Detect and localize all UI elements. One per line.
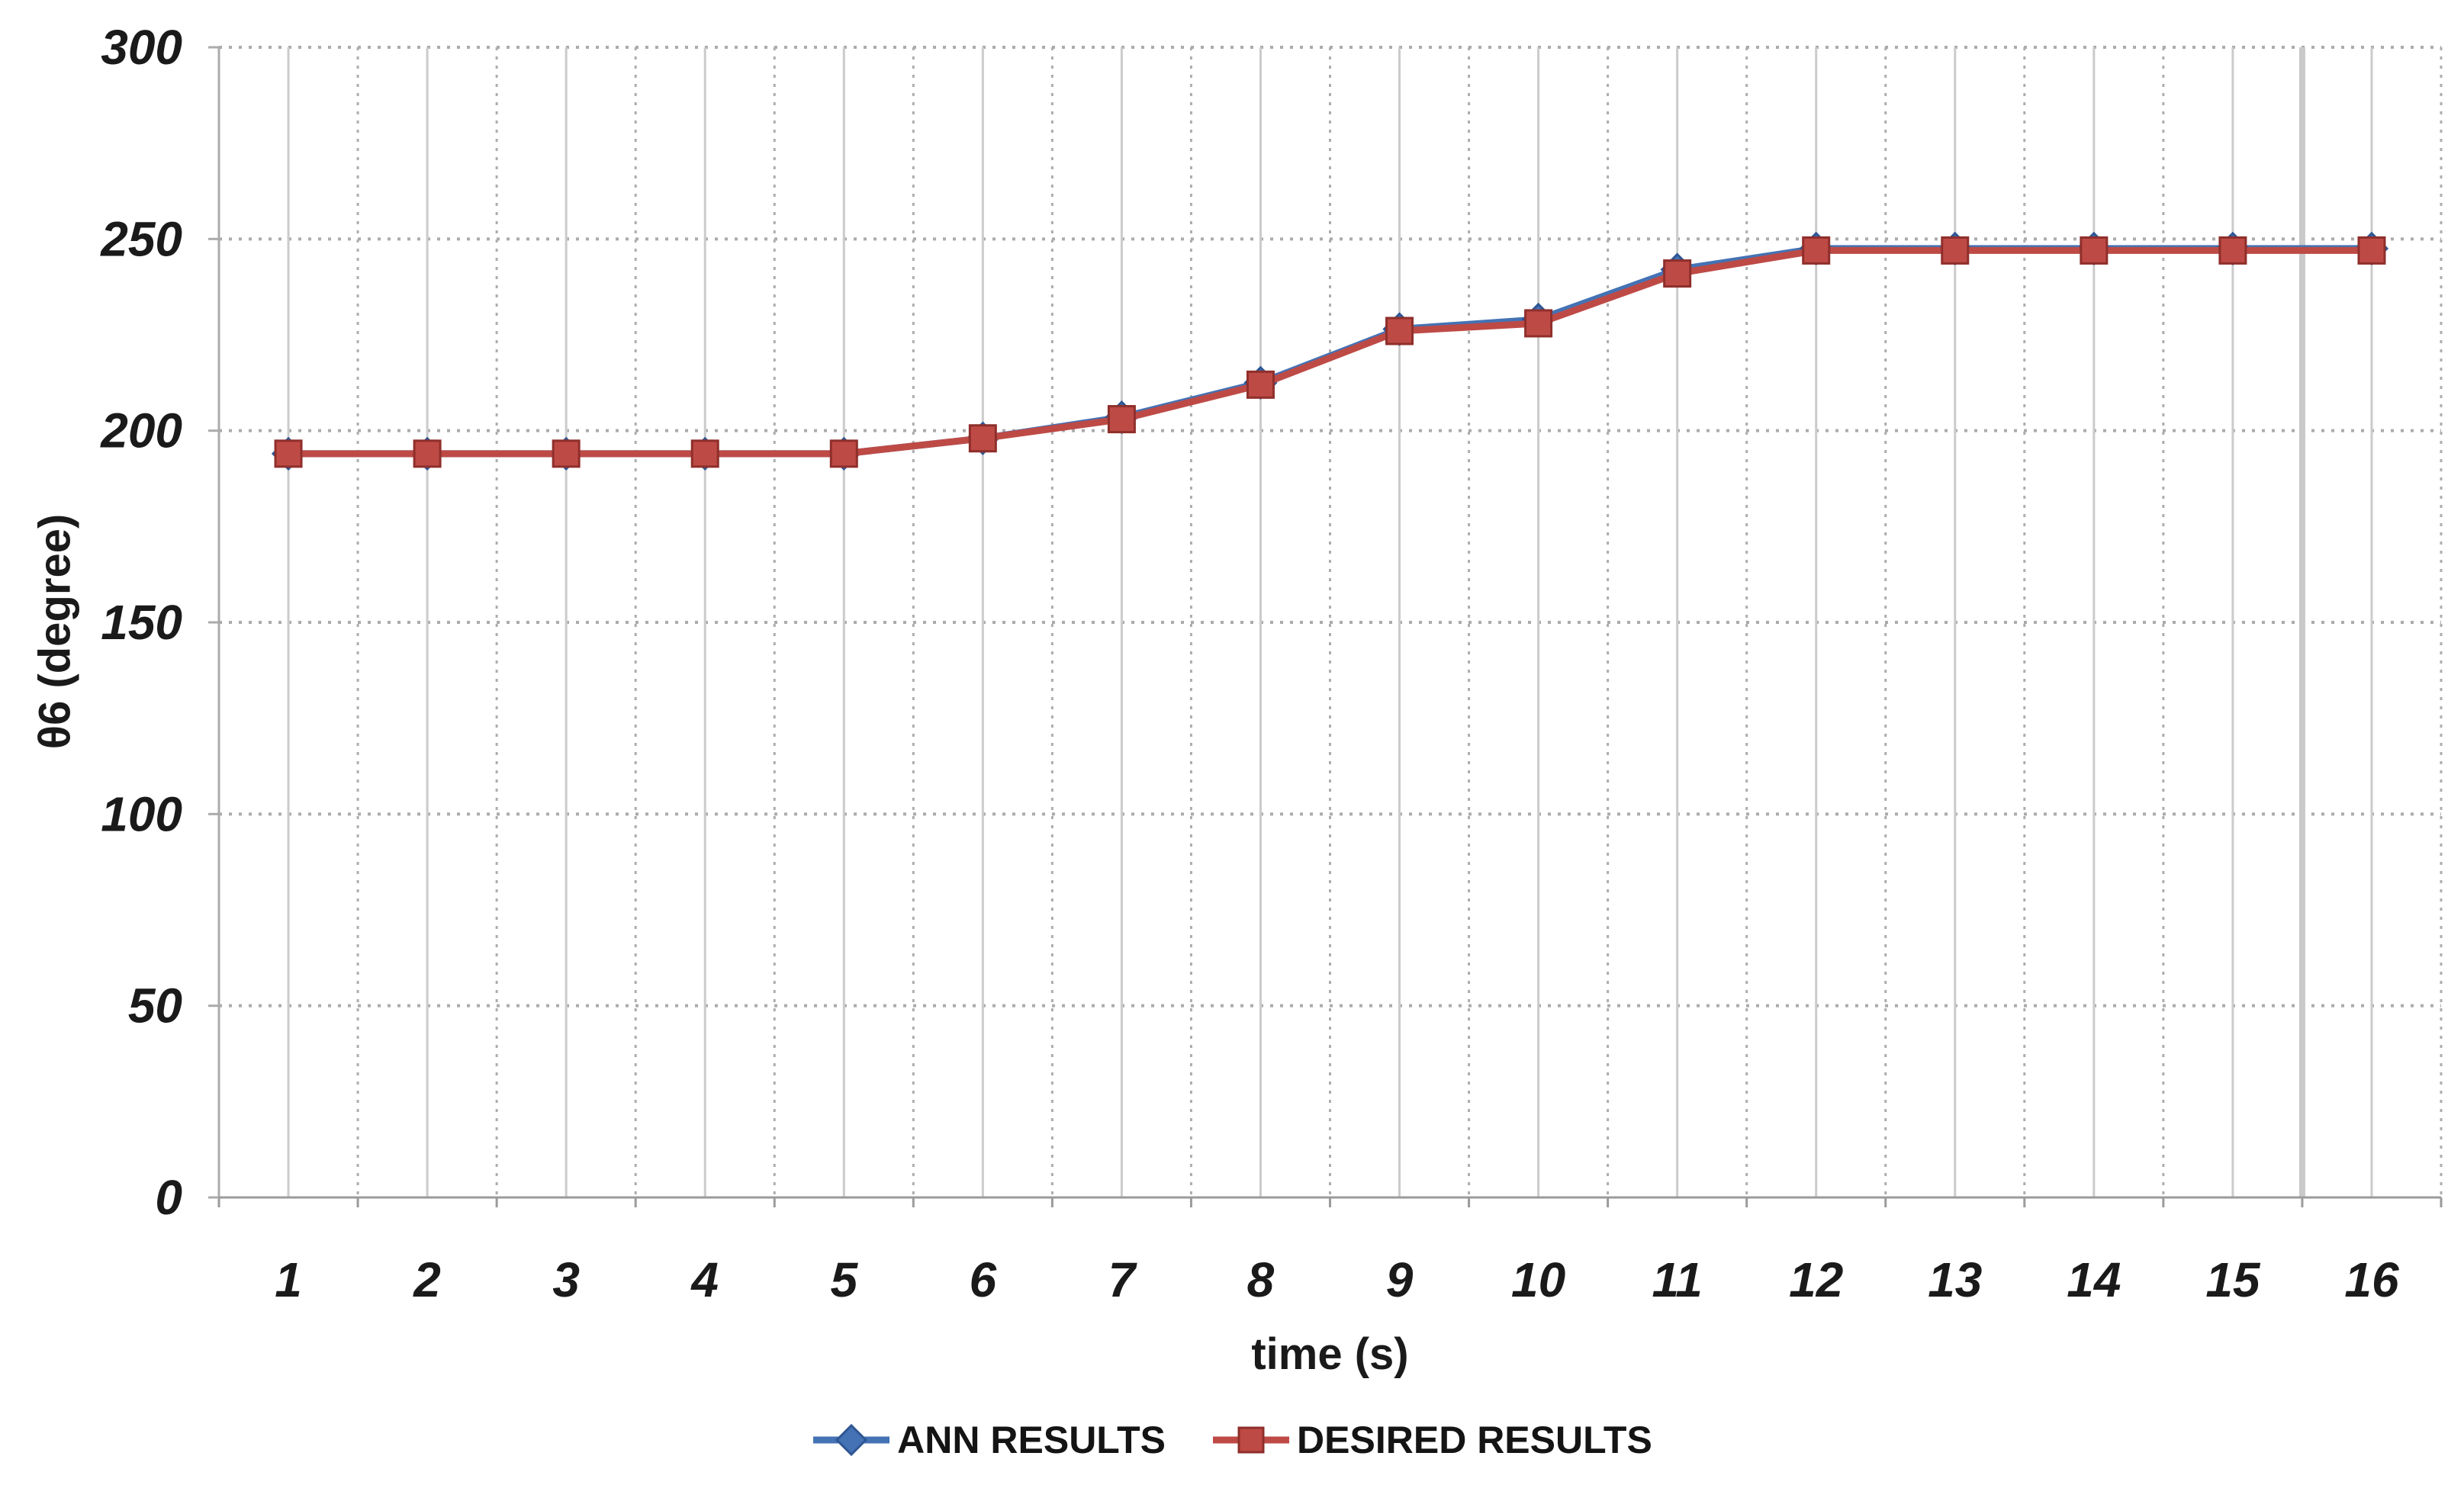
data-point-marker — [1385, 317, 1414, 346]
y-tick-label: 150 — [101, 595, 182, 650]
x-tick-label: 4 — [690, 1252, 719, 1307]
x-tick-label: 6 — [970, 1252, 997, 1307]
y-tick-label: 100 — [101, 786, 182, 841]
data-point-marker — [274, 439, 303, 468]
data-point-marker — [413, 439, 442, 468]
desired-series-swatch-icon — [1213, 1426, 1290, 1454]
x-tick-label: 9 — [1386, 1252, 1414, 1307]
y-tick-label: 200 — [100, 403, 182, 458]
x-axis-title: time (s) — [1251, 1329, 1409, 1379]
ann-series-swatch-icon — [813, 1423, 890, 1457]
data-point-marker — [1107, 405, 1136, 434]
x-tick-label: 3 — [552, 1252, 580, 1307]
data-point-marker — [2357, 236, 2386, 265]
y-tick-label: 250 — [100, 211, 182, 266]
x-tick-label: 16 — [2344, 1252, 2399, 1307]
legend-label-ann: ANN RESULTS — [897, 1419, 1166, 1461]
x-tick-label: 12 — [1789, 1252, 1843, 1307]
data-point-marker — [1663, 259, 1692, 288]
x-tick-label: 10 — [1511, 1252, 1565, 1307]
x-tick-label: 11 — [1652, 1252, 1702, 1307]
data-point-marker — [1524, 309, 1553, 338]
y-tick-label: 50 — [128, 979, 182, 1033]
x-tick-label: 15 — [2205, 1252, 2261, 1307]
legend-item-desired-results: DESIRED RESULTS — [1211, 1416, 1652, 1464]
y-axis-title: θ6 (degree) — [30, 513, 80, 750]
data-point-marker — [690, 439, 719, 468]
x-tick-label: 13 — [1928, 1252, 1982, 1307]
legend-label-desired: DESIRED RESULTS — [1297, 1419, 1652, 1461]
x-tick-label: 2 — [413, 1252, 441, 1307]
legend-item-ann-results: ANN RESULTS — [812, 1416, 1166, 1464]
x-tick-label: 1 — [275, 1252, 302, 1307]
data-point-marker — [829, 439, 858, 468]
x-tick-label: 5 — [830, 1252, 858, 1307]
x-tick-label: 14 — [2067, 1252, 2121, 1307]
data-point-marker — [1941, 236, 1970, 265]
data-point-marker — [968, 424, 997, 453]
x-tick-label: 7 — [1108, 1252, 1138, 1307]
y-tick-label: 0 — [155, 1170, 182, 1225]
legend: ANN RESULTS DESIRED RESULTS — [0, 1416, 2464, 1464]
data-point-marker — [2218, 236, 2247, 265]
data-point-marker — [552, 439, 581, 468]
y-tick-label: 300 — [101, 20, 182, 75]
data-point-marker — [1246, 370, 1275, 399]
series-line-desired — [288, 246, 2372, 458]
data-point-marker — [2080, 236, 2109, 265]
data-point-marker — [1802, 236, 1831, 265]
x-tick-label: 8 — [1247, 1252, 1275, 1307]
